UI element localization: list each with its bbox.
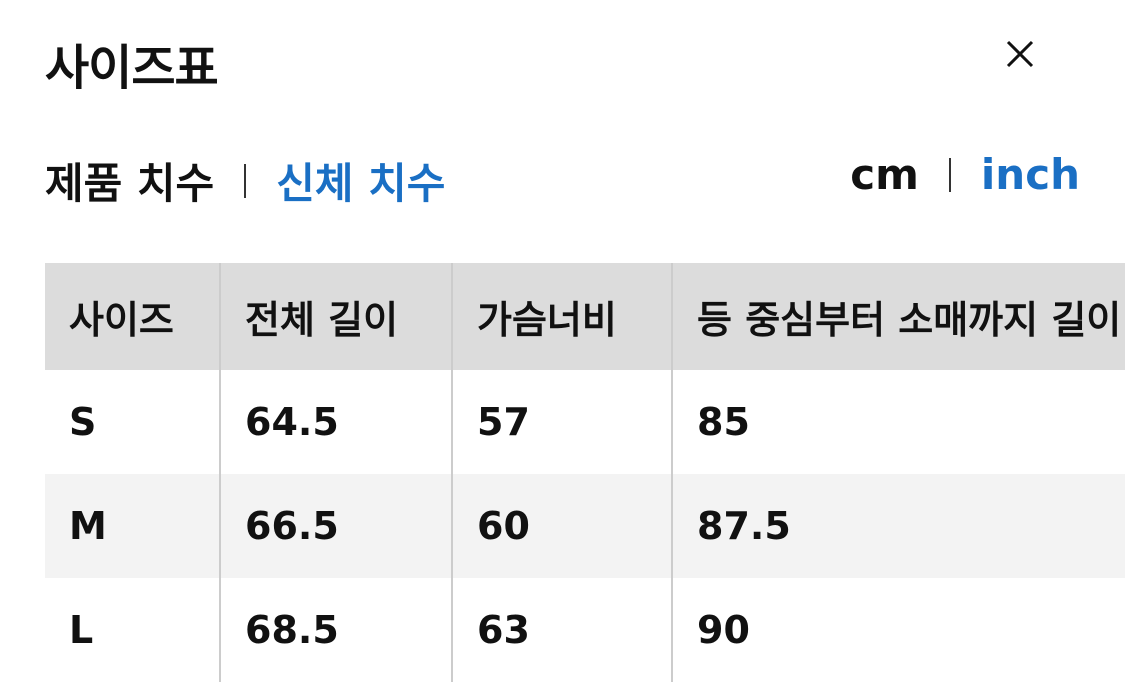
- header-size: 사이즈: [45, 263, 220, 370]
- divider: [244, 163, 247, 198]
- cell: 85: [671, 370, 1125, 474]
- cell: S: [69, 400, 97, 444]
- cell: 90: [671, 578, 1125, 682]
- divider: [948, 157, 951, 192]
- cell: 68.5: [219, 578, 452, 682]
- cell: 60: [451, 474, 672, 578]
- cell: L: [69, 608, 94, 652]
- unit-inch[interactable]: inch: [980, 150, 1080, 199]
- cell: 64.5: [219, 370, 452, 474]
- header-chest-width: 가슴너비: [451, 263, 672, 370]
- table-row: L 68.5 63 90: [45, 578, 1125, 682]
- tab-body-size[interactable]: 신체 치수: [276, 159, 446, 208]
- header-sleeve-length: 등 중심부터 소매까지 길이: [671, 263, 1125, 370]
- tab-product-size[interactable]: 제품 치수: [45, 159, 215, 208]
- unit-cm[interactable]: cm: [850, 150, 919, 199]
- cell: 63: [451, 578, 672, 682]
- table-row: M 66.5 60 87.5: [45, 474, 1125, 578]
- table-header-row: 사이즈 전체 길이 가슴너비 등 중심부터 소매까지 길이: [45, 263, 1125, 370]
- cell: 57: [451, 370, 672, 474]
- cell: M: [45, 474, 220, 578]
- header-total-length: 전체 길이: [219, 263, 452, 370]
- cell: 66.5: [219, 474, 452, 578]
- table-row: S 64.5 57 85: [45, 370, 1125, 474]
- unit-toggle: cm inch: [850, 150, 1080, 199]
- close-icon[interactable]: [1000, 34, 1040, 74]
- page-title: 사이즈표: [45, 40, 219, 96]
- cell: 87.5: [671, 474, 1125, 578]
- measurement-tabs: 제품 치수 신체 치수: [45, 150, 445, 211]
- size-table: 사이즈 전체 길이 가슴너비 등 중심부터 소매까지 길이 S 64.5 57 …: [45, 263, 1125, 682]
